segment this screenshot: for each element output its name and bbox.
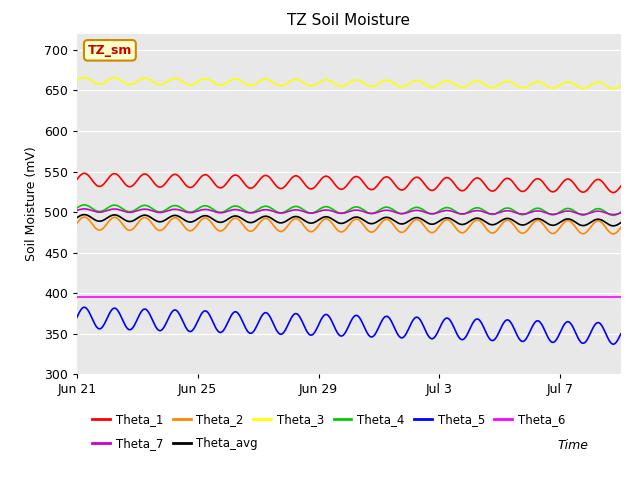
Title: TZ Soil Moisture: TZ Soil Moisture [287,13,410,28]
Y-axis label: Soil Moisture (mV): Soil Moisture (mV) [25,146,38,262]
Text: TZ_sm: TZ_sm [88,44,132,57]
Legend: Theta_7, Theta_avg: Theta_7, Theta_avg [88,432,263,455]
Text: Time: Time [558,439,589,452]
